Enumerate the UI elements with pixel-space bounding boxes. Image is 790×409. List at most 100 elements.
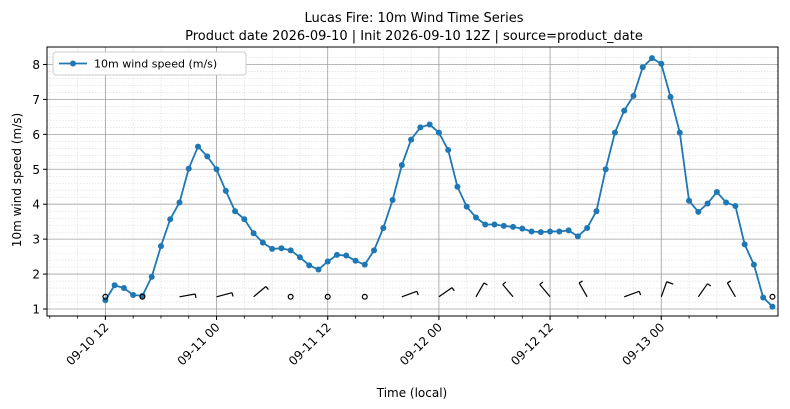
data-point: [176, 199, 183, 206]
data-point: [426, 121, 433, 128]
legend-marker: [70, 60, 76, 67]
data-point: [361, 261, 368, 268]
data-point: [732, 202, 739, 209]
data-point: [435, 129, 442, 136]
wind-barb: [401, 290, 419, 298]
barb-half-feather: [638, 291, 642, 296]
chart-subtitle: Product date 2026-09-10 | Init 2026-09-1…: [185, 29, 643, 44]
data-point: [686, 197, 693, 204]
x-axis-label: Time (local): [376, 386, 448, 400]
barb-half-feather: [727, 280, 732, 284]
wind-barb: [179, 293, 197, 299]
y-tick-label: 1: [32, 303, 40, 317]
data-point: [148, 273, 155, 280]
data-point: [658, 60, 665, 67]
barb-shaft: [539, 284, 551, 298]
legend: 10m wind speed (m/s): [52, 51, 247, 76]
data-point: [537, 229, 544, 236]
barb-half-feather: [578, 280, 583, 284]
data-point: [306, 262, 313, 269]
data-point: [528, 228, 535, 235]
barb-shaft: [578, 282, 588, 298]
wind-barb: [623, 290, 642, 298]
barb-shaft: [660, 281, 668, 297]
y-tick-label: 5: [32, 163, 40, 177]
data-point: [584, 224, 591, 231]
wind-barb: [438, 287, 455, 298]
wind-barb: [216, 292, 234, 298]
y-tick-label: 3: [32, 233, 40, 247]
wind-barb: [139, 293, 146, 300]
data-point: [760, 294, 767, 301]
data-point: [241, 216, 248, 223]
data-point: [389, 197, 396, 204]
barb-half-feather: [194, 293, 197, 299]
data-point: [510, 223, 517, 230]
y-tick-label: 6: [32, 128, 40, 142]
data-point: [213, 166, 220, 173]
data-point: [324, 258, 331, 265]
barb-half-feather: [265, 286, 269, 290]
data-point: [333, 251, 340, 258]
barb-half-feather: [451, 287, 455, 292]
barb-half-feather: [483, 282, 488, 286]
data-point: [519, 225, 526, 232]
barb-half-feather: [539, 281, 544, 285]
legend-label: 10m wind speed (m/s): [94, 58, 217, 71]
calm-wind-circle: [769, 293, 776, 300]
y-tick-label: 2: [32, 268, 40, 282]
data-point: [648, 55, 655, 62]
data-point: [417, 124, 424, 131]
barb-shaft: [697, 283, 708, 298]
data-point: [695, 208, 702, 215]
barb-shaft: [253, 286, 267, 298]
data-point: [704, 200, 711, 207]
data-point: [315, 266, 322, 273]
series-layer: [102, 55, 776, 310]
data-point: [195, 143, 202, 150]
data-point: [472, 214, 479, 221]
data-point: [463, 203, 470, 210]
y-tick-label: 8: [32, 58, 40, 72]
data-point: [167, 216, 174, 223]
major-grid: [47, 47, 778, 316]
calm-wind-circle: [361, 293, 368, 300]
data-point: [398, 162, 405, 169]
data-point: [630, 92, 637, 99]
data-point: [565, 227, 572, 234]
wind-barb: [324, 293, 331, 300]
data-point: [380, 224, 387, 231]
data-point: [204, 153, 211, 160]
barb-shaft: [216, 292, 233, 298]
data-point: [593, 208, 600, 215]
wind-barb: [475, 282, 488, 298]
y-axis-ticks: 1 2 3 4 5 6 7 8: [32, 58, 47, 317]
data-point: [667, 93, 674, 100]
wind-barb: [697, 283, 712, 298]
data-point: [454, 183, 461, 190]
data-point: [278, 245, 285, 252]
data-point: [723, 199, 730, 206]
calm-wind-circle: [102, 293, 109, 300]
barb-shaft: [475, 282, 485, 298]
barb-half-feather: [502, 281, 507, 285]
wind-barb: [769, 293, 776, 300]
data-point: [741, 241, 748, 248]
wind-barbs: [102, 280, 776, 300]
chart-title: Lucas Fire: 10m Wind Time Series: [304, 11, 523, 26]
data-point: [259, 239, 266, 246]
data-point: [500, 222, 507, 229]
y-tick-label: 7: [32, 93, 40, 107]
data-point: [621, 107, 628, 114]
data-point: [769, 303, 776, 310]
barb-shaft: [726, 282, 736, 298]
data-point: [111, 282, 118, 289]
barb-half-feather: [707, 283, 712, 287]
wind-barb: [539, 281, 551, 298]
data-point: [408, 136, 415, 143]
calm-wind-circle: [287, 293, 294, 300]
axes-frame: [46, 46, 779, 317]
wind-barb: [660, 281, 674, 297]
wind-barb: [502, 281, 514, 298]
